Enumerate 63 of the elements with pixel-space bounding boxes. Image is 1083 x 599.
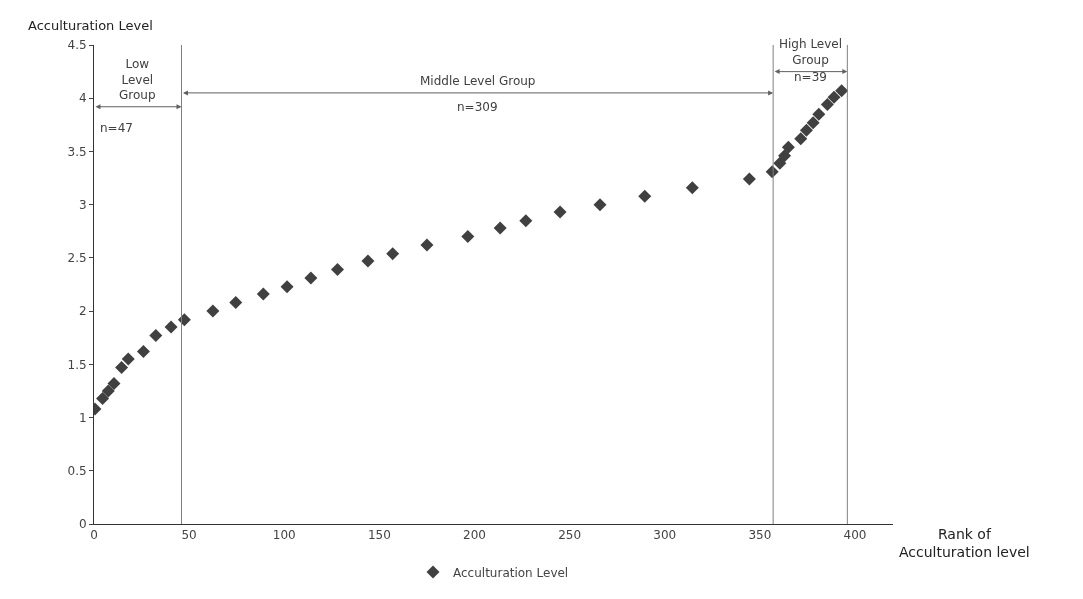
y-tick-label: 2.5 (67, 251, 87, 266)
y-tick-label: 4 (78, 91, 87, 106)
x-tick-label: 400 (843, 528, 867, 543)
point (827, 90, 841, 104)
point (685, 181, 699, 195)
point (206, 304, 220, 318)
legend-label: Acculturation Level (453, 565, 569, 580)
point (136, 345, 150, 359)
point (835, 84, 849, 98)
point (461, 230, 475, 244)
x-tick-label: 300 (653, 528, 677, 543)
point (593, 198, 607, 212)
point (164, 320, 178, 334)
x-tick-label: 0 (90, 528, 98, 543)
y-tick-label: 2 (78, 304, 87, 319)
point (806, 116, 820, 130)
point (101, 384, 115, 398)
annotation: Middle Level Group (420, 74, 536, 88)
point (386, 247, 400, 261)
point (177, 313, 191, 327)
point (794, 132, 808, 146)
y-tick-label: 1.5 (67, 357, 87, 372)
x-tick-label: 250 (558, 528, 582, 543)
point (121, 352, 135, 366)
point (361, 254, 375, 268)
y-axis-title: Acculturation Level (28, 18, 153, 33)
point (799, 123, 813, 137)
x-tick-label: 350 (748, 528, 772, 543)
point (820, 98, 834, 112)
x-tick-label: 150 (367, 528, 391, 543)
x-tick-label: 50 (181, 528, 197, 543)
point (773, 156, 787, 170)
x-tick-label: 200 (463, 528, 486, 543)
point (519, 214, 533, 228)
x-tick-label: 100 (272, 528, 296, 543)
y-tick-label: 0.5 (67, 463, 87, 478)
point (553, 205, 567, 219)
point (638, 189, 652, 203)
point (280, 280, 294, 294)
point (229, 296, 243, 310)
annotation: n=39 (794, 70, 827, 84)
point (742, 172, 756, 186)
point (256, 287, 270, 301)
point (107, 376, 121, 390)
point (331, 263, 344, 277)
y-tick-label: 0 (78, 517, 87, 532)
point (812, 107, 826, 121)
annotation: Low Level Group (119, 57, 156, 103)
point (149, 329, 163, 343)
point (420, 238, 434, 252)
x-axis-title: Rank of Acculturation level (899, 526, 1030, 561)
annotation: n=47 (100, 121, 133, 135)
annotation: n=309 (457, 100, 498, 114)
y-tick-label: 1 (78, 410, 87, 425)
y-tick-label: 3.5 (67, 144, 87, 159)
point (493, 221, 507, 235)
y-tick-label: 3 (78, 197, 87, 212)
point (781, 140, 795, 154)
point (115, 361, 129, 375)
point (96, 391, 110, 405)
y-tick-label: 4.5 (67, 38, 87, 53)
point (304, 271, 318, 285)
point (778, 149, 792, 163)
